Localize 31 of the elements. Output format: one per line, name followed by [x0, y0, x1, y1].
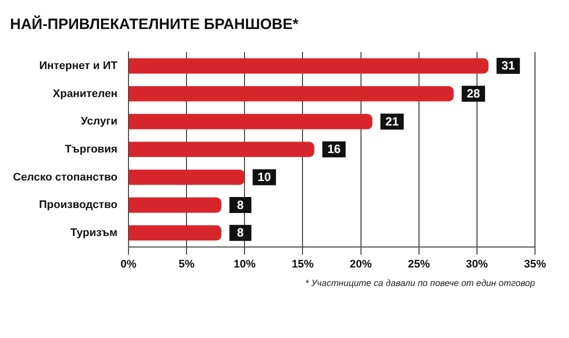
- x-tick-label: 5%: [178, 258, 195, 270]
- x-tick-label: 15%: [292, 258, 314, 270]
- x-tick-label: 25%: [408, 258, 430, 270]
- data-label: 8: [237, 198, 244, 212]
- x-tick-label: 35%: [524, 258, 546, 270]
- x-tick-label: 0%: [120, 258, 137, 270]
- data-label: 16: [327, 142, 341, 156]
- data-label: 31: [502, 58, 516, 73]
- y-tick-label: Услуги: [80, 116, 118, 128]
- y-tick-label: Търговия: [64, 143, 118, 156]
- x-tick-label: 30%: [466, 258, 488, 270]
- data-label: 10: [258, 170, 272, 184]
- x-tick-label: 10%: [234, 258, 256, 270]
- text: * Участниците са давали по повече от един отговор: [305, 278, 535, 288]
- y-tick-label: Селско стопанство: [13, 171, 118, 184]
- y-tick-label: Хранителен: [52, 88, 118, 100]
- y-tick-label: Туризъм: [70, 226, 118, 239]
- data-label: 8: [237, 226, 244, 240]
- bar: [128, 114, 372, 130]
- y-tick-label: Интернет и ИТ: [39, 60, 118, 72]
- data-label: 28: [466, 86, 480, 101]
- bar: [128, 225, 222, 241]
- y-tick-label: Производство: [39, 199, 118, 212]
- bar: [128, 170, 245, 185]
- x-tick-label: 20%: [350, 258, 372, 270]
- bar: [128, 197, 222, 213]
- data-label: 21: [385, 114, 400, 128]
- chart-title: НАЙ-ПРИВЛЕКАТЕЛНИТЕ БРАНШОВЕ*: [10, 15, 299, 34]
- bar: [128, 142, 314, 158]
- bar: [128, 86, 454, 102]
- bar: [128, 58, 489, 74]
